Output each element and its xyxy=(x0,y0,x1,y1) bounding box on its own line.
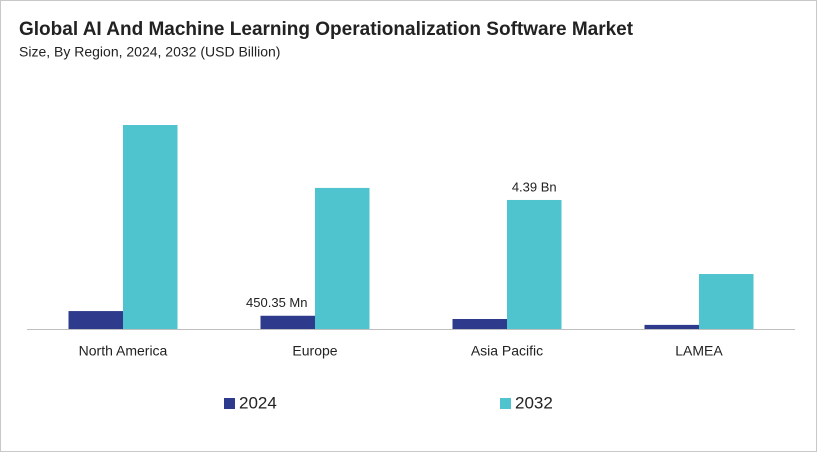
legend-label: 2032 xyxy=(515,393,553,412)
bar xyxy=(123,125,178,329)
chart-subtitle: Size, By Region, 2024, 2032 (USD Billion… xyxy=(19,44,280,60)
bar xyxy=(452,319,507,329)
bar xyxy=(507,199,562,329)
data-label: 4.39 Bn xyxy=(512,179,557,194)
bar xyxy=(315,187,370,329)
x-tick-label: North America xyxy=(79,343,168,359)
bar xyxy=(644,324,699,329)
bar xyxy=(68,311,123,329)
x-tick-label: LAMEA xyxy=(675,343,723,359)
bar xyxy=(260,315,315,329)
x-tick-label: Asia Pacific xyxy=(471,343,543,359)
chart-title: Global AI And Machine Learning Operation… xyxy=(19,19,634,40)
bar xyxy=(699,274,754,329)
data-label: 450.35 Mn xyxy=(246,295,307,310)
legend-swatch xyxy=(224,398,235,409)
legend-label: 2024 xyxy=(239,393,277,412)
x-tick-label: Europe xyxy=(292,343,337,359)
legend-swatch xyxy=(500,398,511,409)
